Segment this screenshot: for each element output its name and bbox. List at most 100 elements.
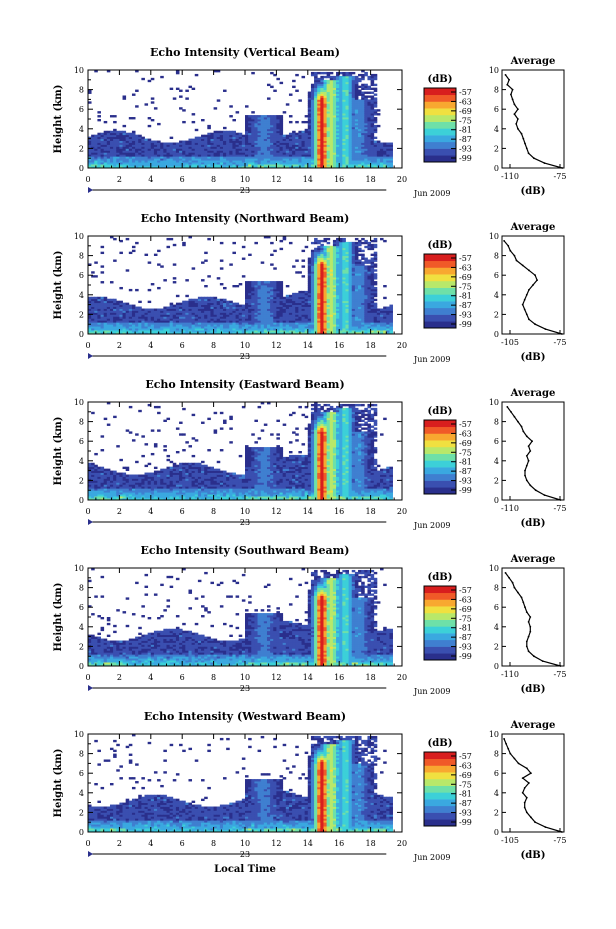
colorbar-swatch bbox=[424, 586, 456, 594]
x-tick-label: 8 bbox=[211, 507, 216, 516]
profile-point bbox=[513, 415, 516, 418]
profile-point bbox=[517, 108, 519, 111]
colorbar-swatch bbox=[424, 440, 456, 448]
profile-point bbox=[517, 118, 519, 120]
y-tick-label: 8 bbox=[79, 252, 84, 261]
colorbar-tick-label: -87 bbox=[459, 799, 472, 808]
x-tick-label: 14 bbox=[303, 507, 313, 516]
y-tick-label: 0 bbox=[79, 164, 84, 173]
profile-point bbox=[529, 625, 532, 628]
profile-y-tick-label: 0 bbox=[494, 164, 499, 173]
colorbar-label: (dB) bbox=[428, 240, 453, 251]
x-tick-label: 8 bbox=[211, 673, 216, 682]
colorbar-tick-label: -69 bbox=[459, 107, 472, 116]
x-tick-label: 18 bbox=[366, 507, 376, 516]
x-tick-label: 0 bbox=[85, 507, 90, 516]
date-bar-marker bbox=[88, 519, 93, 525]
profile-point bbox=[523, 801, 526, 804]
colorbar-tick-label: -75 bbox=[459, 116, 472, 125]
y-tick-label: 4 bbox=[79, 457, 84, 466]
y-tick-label: 6 bbox=[79, 437, 84, 446]
profile-point bbox=[524, 142, 526, 145]
x-tick-label: 8 bbox=[211, 175, 216, 184]
colorbar-swatch bbox=[424, 612, 456, 620]
date-day: 23 bbox=[240, 850, 250, 859]
colorbar-swatch bbox=[424, 267, 456, 275]
colorbar-swatch bbox=[424, 88, 456, 96]
y-tick-label: 0 bbox=[79, 330, 84, 339]
profile-point bbox=[527, 445, 530, 447]
date-day: 23 bbox=[240, 684, 250, 693]
profile-y-tick-label: 10 bbox=[489, 66, 499, 75]
profile-point bbox=[513, 254, 516, 257]
heatmap-cells bbox=[88, 236, 393, 334]
x-tick-label: 10 bbox=[240, 341, 250, 350]
x-tick-label: 20 bbox=[397, 341, 407, 350]
profile-point bbox=[525, 464, 528, 467]
colorbar-swatch bbox=[424, 135, 456, 143]
profile-frame bbox=[501, 235, 565, 335]
profile-point bbox=[532, 284, 534, 286]
date-bar-marker bbox=[88, 851, 93, 857]
profile-y-tick-label: 6 bbox=[494, 271, 499, 280]
profile-point bbox=[528, 318, 530, 321]
colorbar-swatch bbox=[424, 321, 456, 329]
x-tick-label: 0 bbox=[85, 673, 90, 682]
colorbar-tick-label: -57 bbox=[459, 586, 472, 595]
y-tick-label: 2 bbox=[79, 642, 84, 651]
profile-point bbox=[561, 167, 564, 169]
profile-x-label: (dB) bbox=[521, 684, 546, 695]
profile-frame bbox=[501, 733, 565, 833]
colorbar-frame bbox=[423, 253, 457, 329]
colorbar-frame bbox=[423, 585, 457, 661]
profile-point bbox=[525, 811, 528, 814]
colorbar-swatch bbox=[424, 633, 456, 641]
profile-point bbox=[544, 826, 547, 828]
colorbar-swatch bbox=[424, 467, 456, 475]
y-tick-label: 6 bbox=[79, 769, 84, 778]
profile-point bbox=[509, 249, 512, 252]
colorbar-swatch bbox=[424, 260, 456, 268]
colorbar-swatch bbox=[424, 128, 456, 136]
colorbar-tick-label: -81 bbox=[459, 458, 472, 467]
profile-y-tick-label: 2 bbox=[494, 310, 499, 319]
profile-point bbox=[521, 777, 524, 779]
profile-point bbox=[527, 635, 530, 638]
profile-point bbox=[513, 757, 516, 760]
profile-point bbox=[522, 430, 525, 433]
colorbar-tick-label: -57 bbox=[459, 88, 472, 97]
colorbar-tick-label: -75 bbox=[459, 614, 472, 623]
colorbar-swatch bbox=[424, 148, 456, 156]
profile-point bbox=[517, 127, 519, 130]
heatmap-cells bbox=[88, 70, 393, 168]
x-tick-label: 6 bbox=[180, 673, 185, 682]
y-tick-label: 10 bbox=[74, 730, 84, 739]
date-day: 23 bbox=[240, 518, 250, 527]
profile-point bbox=[503, 738, 505, 740]
colorbar-swatch bbox=[424, 420, 456, 428]
colorbar-tick-label: -87 bbox=[459, 633, 472, 642]
date-bar-marker bbox=[88, 187, 93, 193]
x-tick-label: 4 bbox=[148, 341, 153, 350]
colorbar-tick-label: -75 bbox=[459, 780, 472, 789]
y-axis-label: Height (km) bbox=[53, 583, 64, 652]
profile-y-tick-label: 0 bbox=[494, 828, 499, 837]
colorbar-tick-label: -99 bbox=[459, 486, 472, 495]
x-tick-label: 0 bbox=[85, 175, 90, 184]
colorbar-tick-label: -99 bbox=[459, 652, 472, 661]
x-tick-label: 0 bbox=[85, 341, 90, 350]
colorbar-swatch bbox=[424, 114, 456, 122]
profile-point bbox=[525, 293, 528, 296]
profile-y-tick-label: 4 bbox=[494, 457, 499, 466]
x-tick-label: 8 bbox=[211, 839, 216, 848]
profile-y-tick-label: 4 bbox=[494, 291, 499, 300]
colorbar-swatch bbox=[424, 480, 456, 488]
y-axis-label: Height (km) bbox=[53, 251, 64, 320]
date-month: Jun 2009 bbox=[413, 521, 450, 530]
profile-point bbox=[522, 601, 525, 604]
profile-frame bbox=[501, 567, 565, 667]
colorbar-swatch bbox=[424, 752, 456, 760]
x-tick-label: 12 bbox=[271, 175, 281, 184]
profile-point bbox=[541, 660, 544, 662]
